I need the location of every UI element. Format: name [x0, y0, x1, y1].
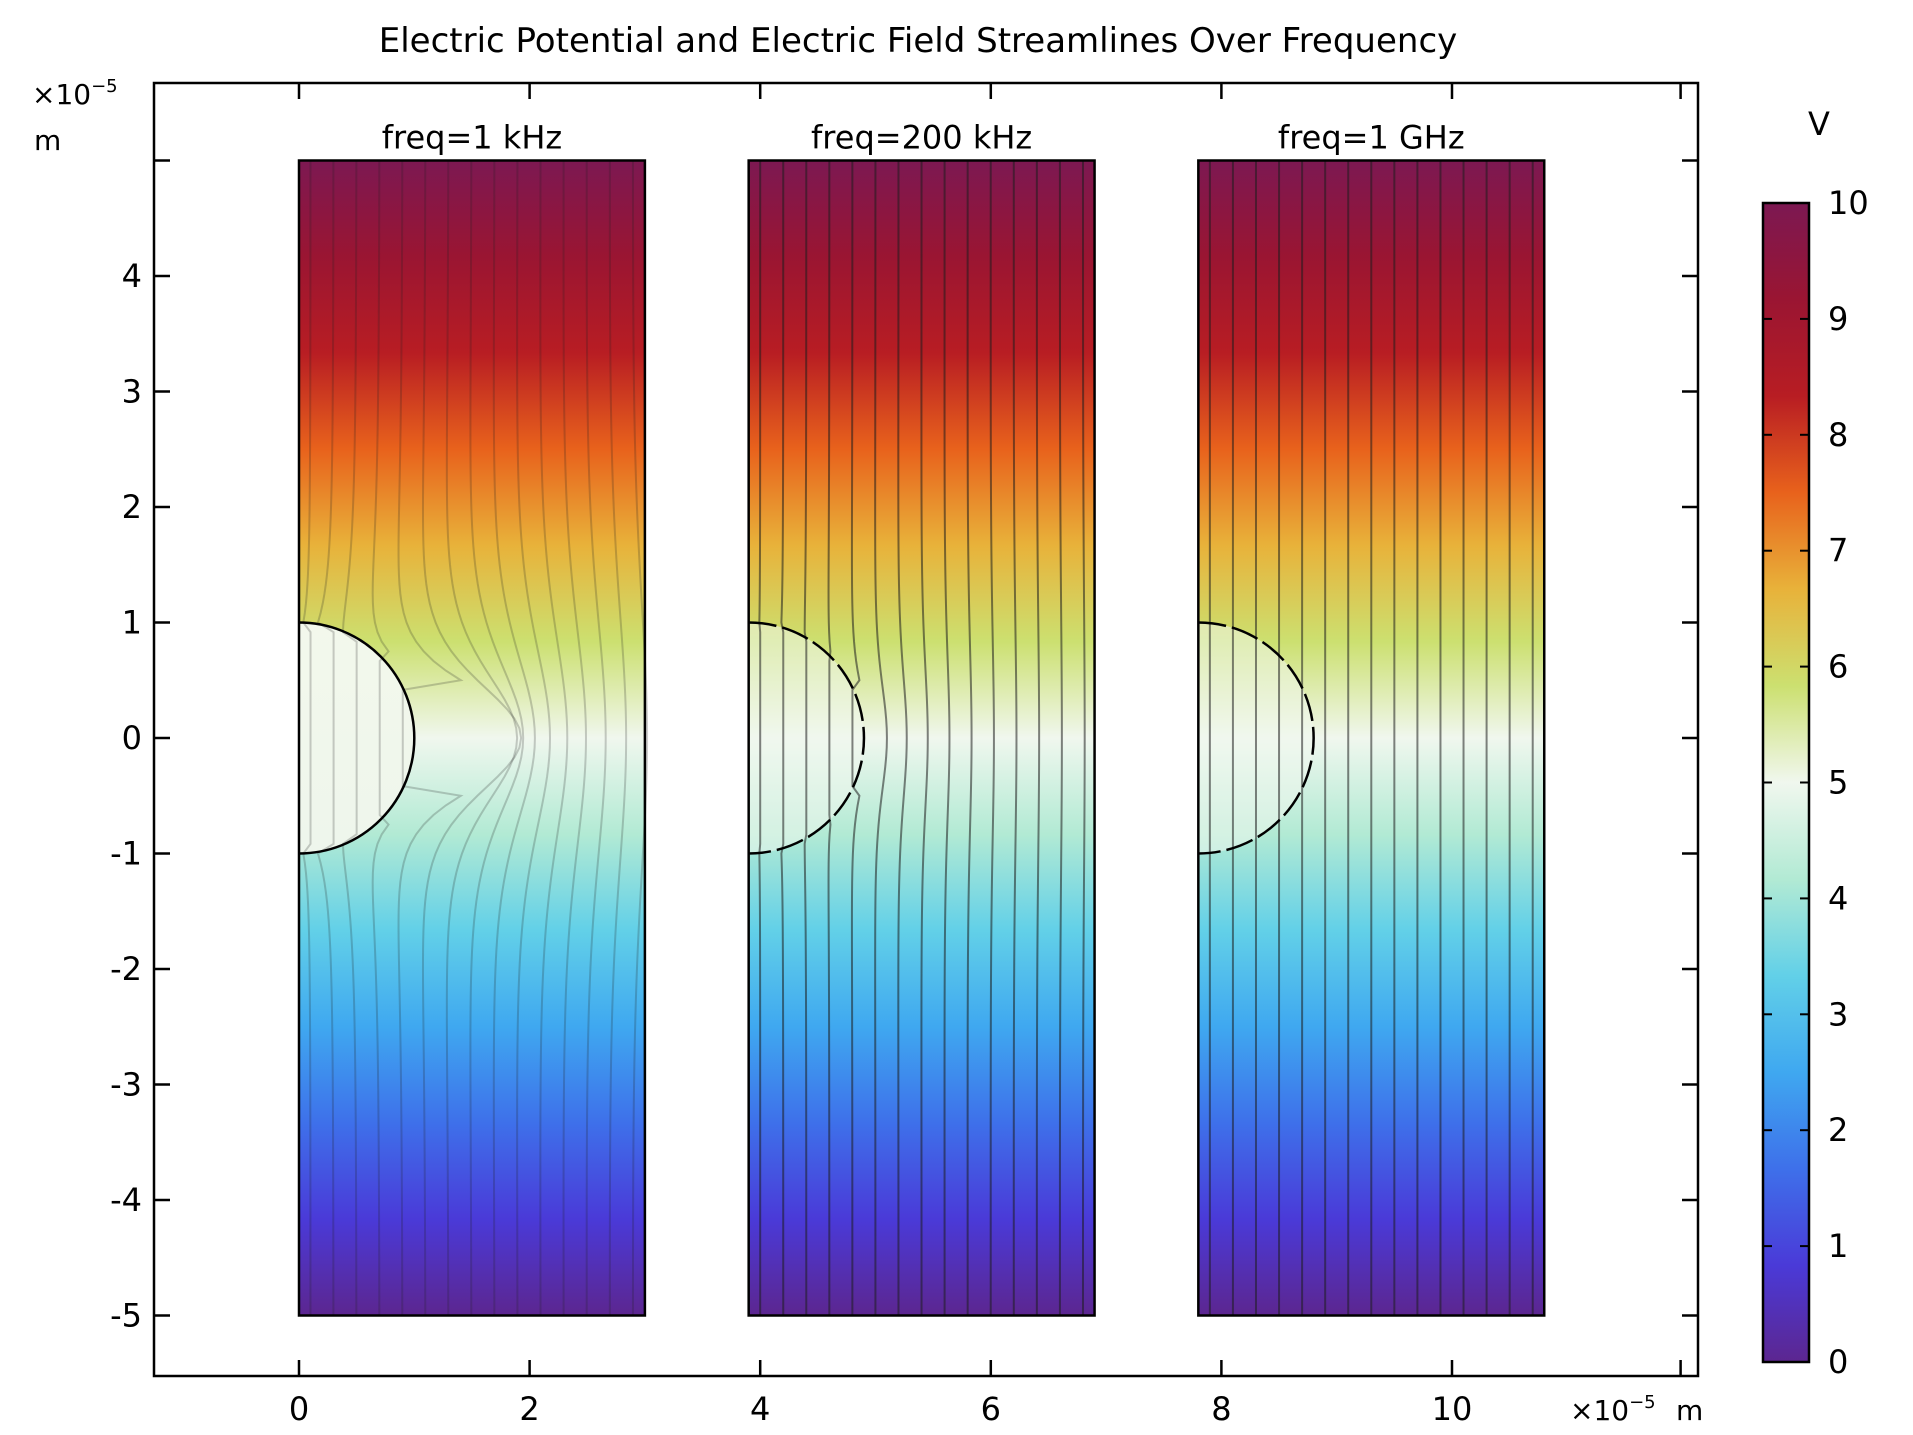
streamline	[608, 160, 628, 1316]
streamline	[562, 160, 587, 1316]
panel-border	[1197, 159, 1546, 1317]
streamline	[445, 160, 519, 1316]
colorbar-tick-label: 2	[1828, 1111, 1848, 1149]
panel-label: freq=1 kHz	[382, 119, 562, 157]
x-scale-base: ×10	[1570, 1394, 1629, 1427]
streamline	[803, 160, 808, 1316]
streamline	[897, 160, 908, 1316]
streamline	[1081, 160, 1086, 1316]
y-tick-label: -4	[110, 1181, 142, 1219]
streamline	[302, 160, 312, 1316]
y-unit-label: m	[34, 124, 61, 157]
streamline	[516, 160, 552, 1316]
colorbar-tick-label: 4	[1828, 879, 1848, 917]
colorbar-tick-label: 6	[1828, 648, 1848, 686]
panel-label: freq=1 GHz	[1278, 119, 1465, 157]
y-tick-label: -3	[110, 1066, 142, 1104]
streamline	[1012, 160, 1018, 1316]
x-tick-label: 2	[519, 1390, 539, 1428]
y-scale-exp: −5	[91, 76, 118, 97]
axes-frame	[152, 81, 1700, 1378]
y-tick-label: 2	[122, 488, 142, 526]
y-scale-base: ×10	[32, 78, 91, 111]
streamline	[421, 160, 523, 1316]
x-unit-label: m	[1676, 1394, 1703, 1427]
x-tick-label: 0	[289, 1390, 309, 1428]
x-tick-label: 4	[750, 1390, 770, 1428]
colorbar-tick-label: 3	[1828, 995, 1848, 1033]
streamline	[920, 160, 929, 1316]
y-tick-label: -2	[110, 950, 142, 988]
y-tick-label: 4	[122, 257, 142, 295]
streamline	[316, 160, 335, 1316]
colorbar-tick-label: 7	[1828, 532, 1848, 570]
streamline	[397, 160, 464, 1316]
colorbar-unit: V	[1808, 105, 1830, 143]
streamline	[780, 160, 785, 1316]
colorbar-tick-label: 9	[1828, 300, 1848, 338]
y-tick-label: 3	[122, 373, 142, 411]
colorbar-tick-label: 8	[1828, 416, 1848, 454]
panel-1: freq=1 kHz	[297, 119, 649, 1317]
x-tick-label: 8	[1211, 1390, 1231, 1428]
streamline	[469, 160, 525, 1316]
y-tick-label: 1	[122, 604, 142, 642]
panel-label: freq=200 kHz	[811, 119, 1032, 157]
x-scale-exp: −5	[1629, 1392, 1656, 1413]
streamline	[492, 160, 536, 1316]
streamline	[341, 160, 358, 1316]
streamline	[585, 160, 607, 1316]
streamline	[631, 160, 649, 1316]
chart-title: Electric Potential and Electric Field St…	[379, 21, 1458, 61]
panel-border	[297, 159, 647, 1317]
streamline	[943, 160, 951, 1316]
streamline	[371, 160, 390, 1316]
panel-border	[747, 159, 1096, 1317]
y-tick-label: -5	[110, 1297, 142, 1335]
streamline	[1058, 160, 1063, 1316]
sphere-boundary	[298, 621, 416, 855]
y-scale-label: ×10−5	[32, 76, 118, 111]
streamline	[1035, 160, 1041, 1316]
y-tick-label: -1	[110, 835, 142, 873]
sphere-region	[299, 622, 415, 854]
streamline	[758, 160, 762, 1316]
streamline	[850, 160, 861, 1316]
streamline	[989, 160, 995, 1316]
colorbar-tick-label: 10	[1828, 184, 1869, 222]
streamline	[539, 160, 569, 1316]
streamline	[827, 160, 832, 1316]
streamline	[966, 160, 973, 1316]
panel-3: freq=1 GHz	[1197, 119, 1546, 1317]
plot-panels: freq=1 kHz freq=200 kHz freq=1 GHz	[297, 119, 1546, 1317]
y-tick-label: 0	[122, 719, 142, 757]
colorbar-tick-label: 1	[1828, 1227, 1848, 1265]
panel-2: freq=200 kHz	[747, 119, 1096, 1317]
sphere-boundary	[1198, 621, 1315, 855]
colorbar-tick-label: 0	[1828, 1343, 1848, 1381]
streamline	[874, 160, 888, 1316]
x-tick-label: 10	[1432, 1390, 1473, 1428]
colorbar-tick-label: 5	[1828, 764, 1848, 802]
x-scale-label: ×10−5	[1570, 1392, 1656, 1427]
sphere-boundary	[748, 621, 866, 855]
x-tick-label: 6	[981, 1390, 1001, 1428]
